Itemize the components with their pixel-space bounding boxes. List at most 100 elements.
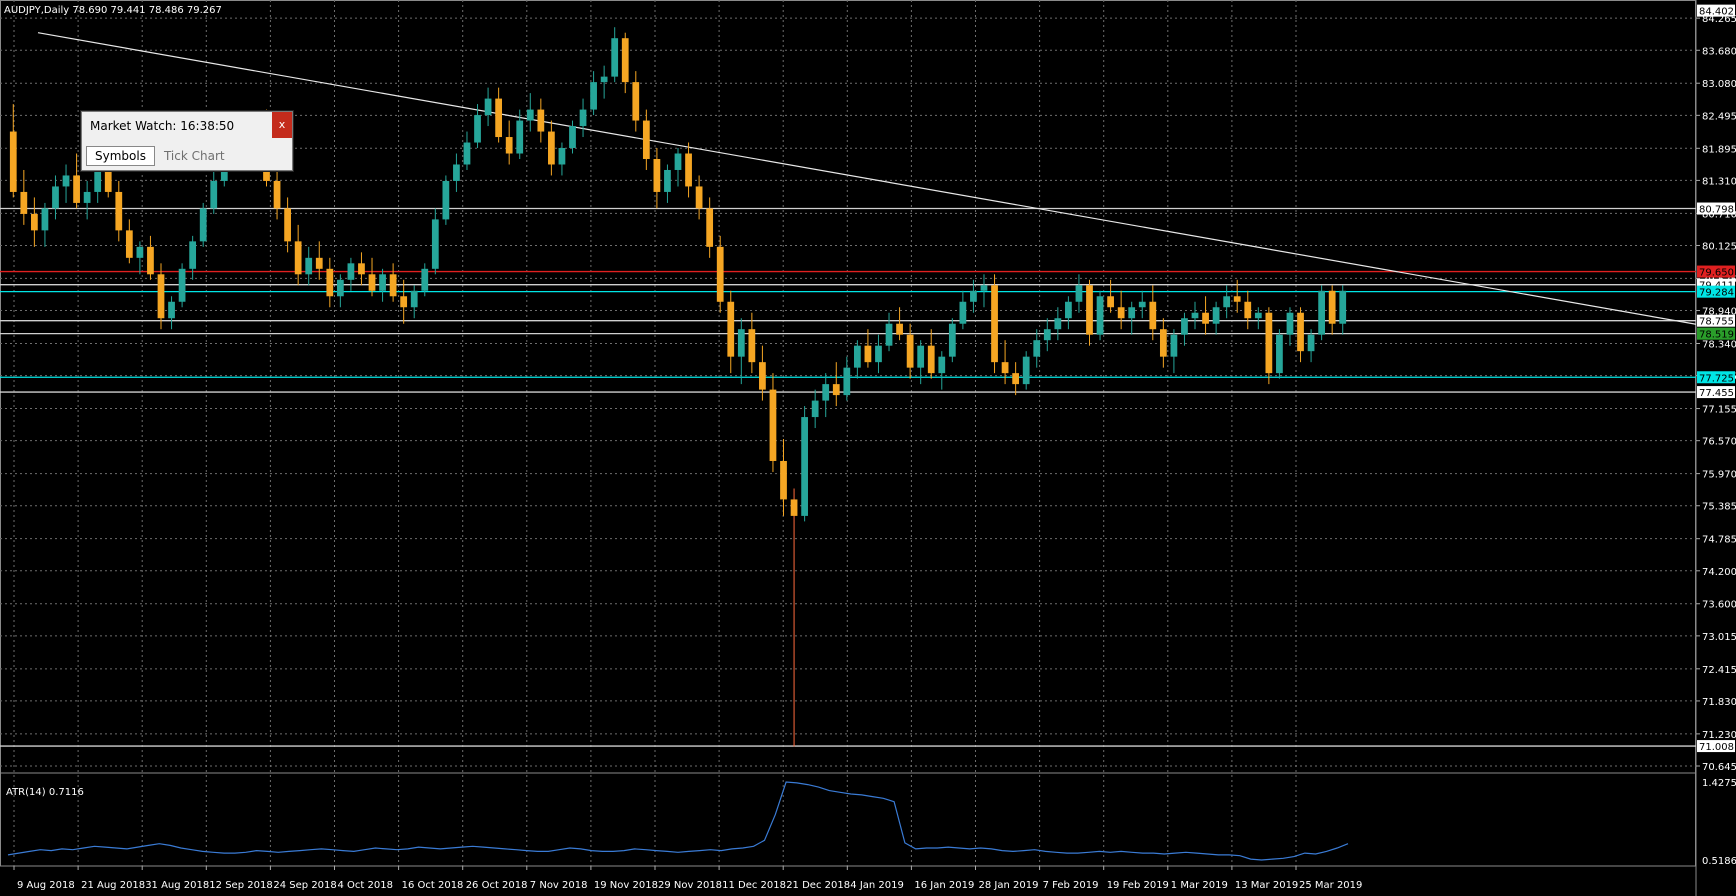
candle-body	[431, 219, 439, 269]
x-tick-label: 24 Sep 2018	[273, 880, 336, 891]
grid	[0, 0, 1697, 896]
candle-body	[1233, 296, 1241, 302]
candle-body	[1033, 340, 1041, 357]
candle-body	[136, 246, 144, 258]
candle-body	[273, 180, 281, 209]
candle-body	[917, 345, 925, 368]
candle-body	[315, 257, 323, 269]
y-tick-label: 75.385	[1702, 502, 1736, 513]
x-tick-label: 7 Nov 2018	[530, 880, 588, 891]
candle-body	[864, 345, 872, 363]
x-tick-label: 1 Mar 2019	[1171, 880, 1228, 891]
candle-body	[790, 499, 798, 516]
candle-body	[1075, 285, 1083, 302]
y-tick-label: 74.785	[1702, 535, 1736, 546]
market-watch-tabs: Symbols Tick Chart	[86, 146, 234, 166]
candle-body	[147, 246, 154, 275]
y-tick-label: 75.970	[1702, 470, 1736, 481]
candle-body	[685, 153, 692, 187]
candle-body	[516, 120, 524, 154]
candle-body	[52, 186, 59, 209]
y-tick-label: 76.570	[1702, 437, 1736, 448]
candle-body	[189, 241, 197, 269]
candle-body	[326, 268, 334, 297]
y-tick-label: 71.230	[1702, 730, 1736, 741]
candle-body	[1170, 334, 1178, 357]
candle-body	[389, 274, 397, 297]
atr-label: ATR(14) 0.7116	[6, 787, 84, 798]
tab-tick-chart[interactable]: Tick Chart	[154, 146, 234, 166]
x-tick-label: 13 Mar 2019	[1235, 880, 1298, 891]
candle-body	[1012, 373, 1020, 385]
candle-body	[20, 191, 28, 214]
market-watch-window[interactable]: Market Watch: 16:38:50 x Symbols Tick Ch…	[81, 111, 293, 171]
price-label-box	[1697, 285, 1735, 298]
candle-body	[780, 460, 787, 500]
candle-body	[505, 137, 513, 154]
price-label-box	[1697, 314, 1735, 327]
candle-body	[495, 98, 503, 138]
y-tick-label: 74.200	[1702, 567, 1736, 578]
candle-body	[811, 400, 819, 418]
tab-symbols[interactable]: Symbols	[86, 146, 155, 166]
candle-body	[1307, 334, 1315, 352]
x-tick-label: 9 Aug 2018	[17, 880, 75, 891]
candle-body	[1276, 334, 1283, 374]
candle-body	[664, 169, 671, 192]
candle-body	[769, 389, 777, 461]
candle-body	[9, 131, 17, 192]
y-tick-label: 70.645	[1702, 762, 1736, 773]
price-label: 77.455	[1699, 388, 1734, 399]
price-label: 71.008	[1699, 742, 1734, 753]
candle-body	[970, 290, 977, 302]
x-tick-label: 16 Jan 2019	[914, 880, 974, 891]
y-tick-label: 81.895	[1702, 144, 1736, 155]
candle-body	[853, 345, 861, 368]
x-tick-label: 19 Nov 2018	[594, 880, 658, 891]
candle-body	[94, 169, 102, 192]
x-tick-label: 12 Sep 2018	[209, 880, 272, 891]
candle-body	[115, 191, 123, 231]
candle-body	[1001, 362, 1009, 374]
candle-body	[1022, 356, 1030, 385]
y-tick-label: 81.310	[1702, 176, 1736, 187]
horizontal-levels	[0, 207, 1696, 747]
close-button[interactable]: x	[272, 112, 292, 138]
candle-body	[73, 175, 80, 203]
candle-body	[410, 290, 418, 308]
candle-body	[1191, 312, 1199, 319]
trendline	[37, 32, 1697, 325]
y-tick-label: 82.495	[1702, 111, 1736, 122]
candle-body	[83, 191, 91, 203]
market-watch-title: Market Watch: 16:38:50	[90, 119, 235, 133]
candle-body	[991, 285, 998, 363]
x-tick-label: 19 Feb 2019	[1107, 880, 1169, 891]
candle-body	[1297, 312, 1304, 352]
candle-body	[463, 142, 471, 165]
candle-body	[548, 131, 555, 165]
candle-body	[801, 417, 808, 516]
axes: 9 Aug 2018 21 Aug 2018 31 Aug 2018 12 Sep 2…	[13, 4, 1736, 891]
candle-body	[1202, 312, 1209, 324]
x-tick-label: 29 Nov 2018	[658, 880, 722, 891]
candle-body	[1286, 312, 1294, 335]
candle-body	[284, 208, 291, 242]
y-tick-label: 80.125	[1702, 241, 1736, 252]
candle-body	[1065, 301, 1072, 319]
candle-body	[579, 109, 587, 127]
candle-body	[748, 329, 756, 363]
candle-body	[1159, 329, 1167, 357]
candle-body	[716, 246, 724, 302]
candle-body	[822, 384, 830, 401]
candle-body	[305, 257, 313, 275]
candle-body	[896, 323, 903, 335]
price-label: 77.725	[1699, 373, 1734, 384]
candle-body	[1149, 301, 1157, 330]
candle-body	[1244, 301, 1252, 319]
candle-body	[558, 148, 566, 165]
y-tick-label: 83.680	[1702, 46, 1736, 57]
x-tick-label: 25 Mar 2019	[1299, 880, 1362, 891]
price-label: 79.650	[1699, 268, 1734, 279]
y-tick-label: 72.415	[1702, 665, 1736, 676]
